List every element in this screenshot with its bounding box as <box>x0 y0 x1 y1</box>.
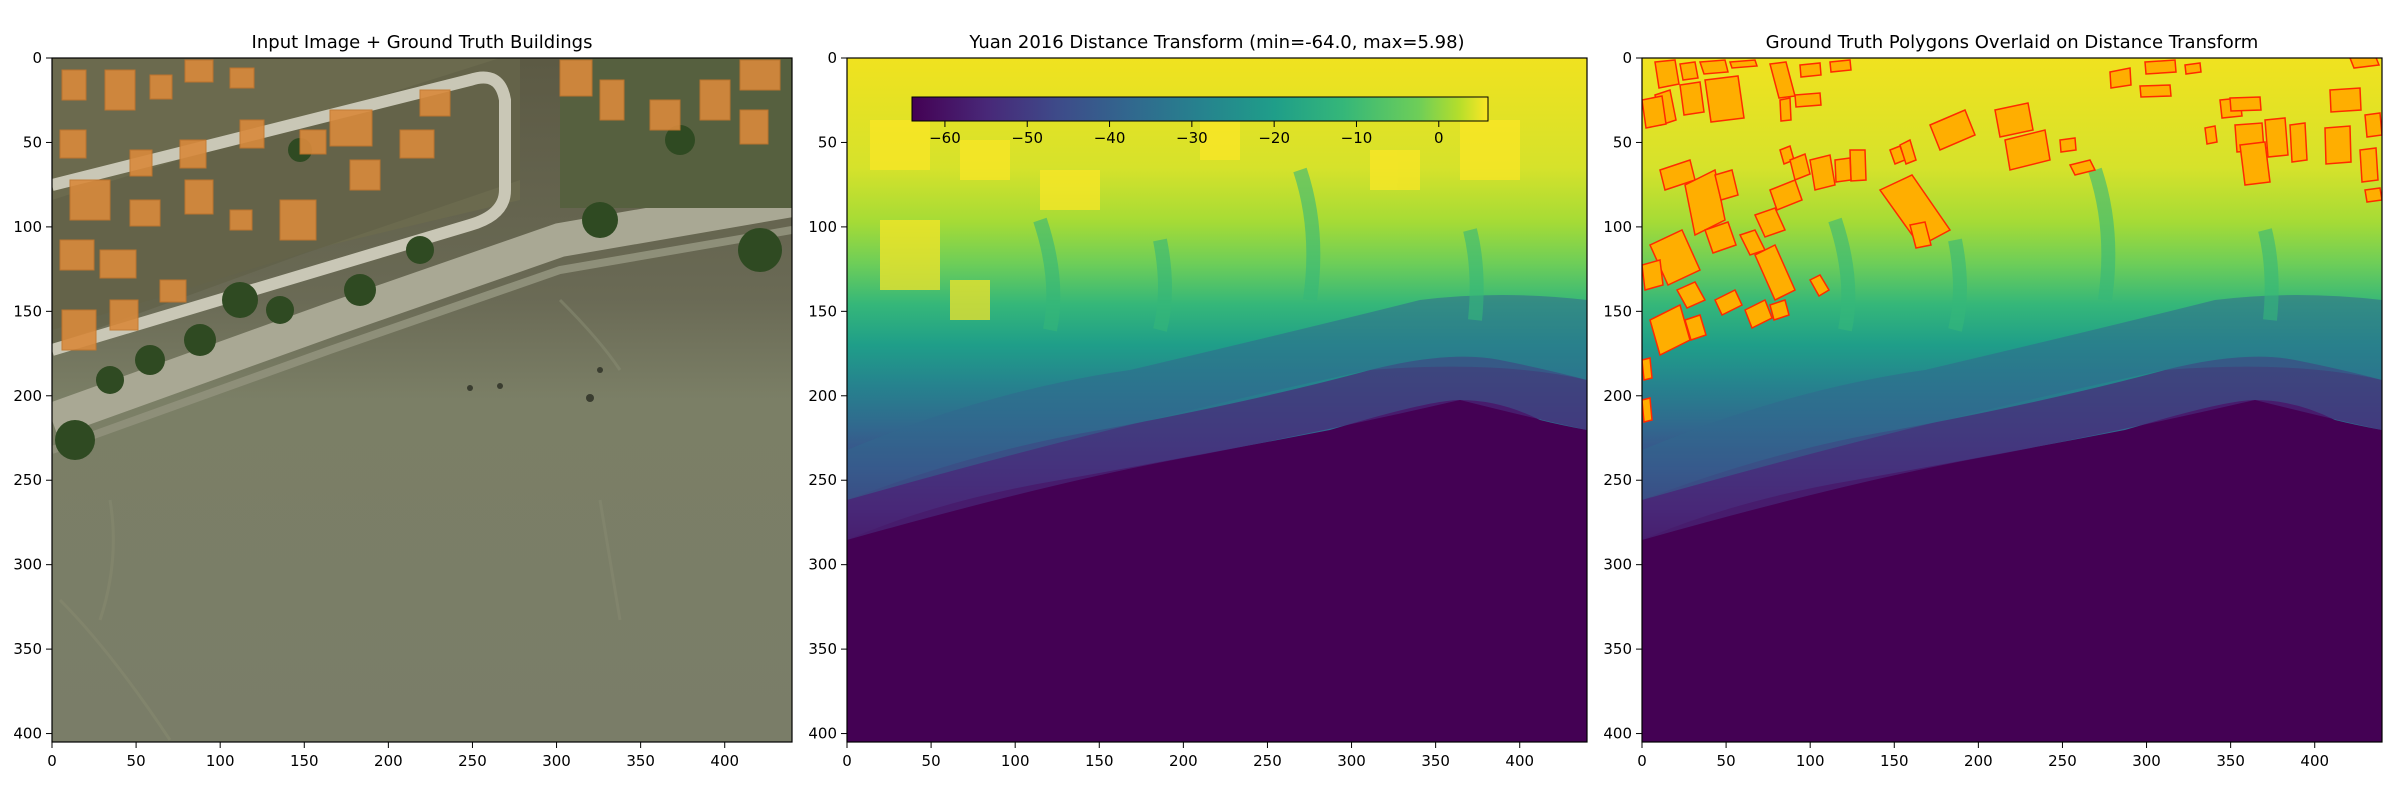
y-tick-label: 50 <box>818 133 837 151</box>
x-tick-label: 50 <box>127 752 146 770</box>
distance-heatmap <box>847 58 1587 742</box>
y-tick-label: 100 <box>808 218 837 236</box>
colorbar-tick-label: −10 <box>1341 129 1373 147</box>
panel3-axes: 0 50 100 150 200 250 300 350 400 0 50 100 150 200 250 3… <box>1603 49 2329 770</box>
y-tick-label: 200 <box>13 387 42 405</box>
panel1-title: Input Image + Ground Truth Buildings <box>252 32 593 53</box>
y-tick-label: 300 <box>13 556 42 574</box>
y-tick-label: 200 <box>808 387 837 405</box>
x-tick-label: 0 <box>47 752 57 770</box>
y-tick-label: 0 <box>1622 49 1632 67</box>
panel1-frame <box>51 57 793 743</box>
y-tick-label: 400 <box>808 725 837 743</box>
colorbar-tick-label: −50 <box>1011 129 1043 147</box>
x-tick-label: 150 <box>1880 752 1909 770</box>
y-tick-label: 300 <box>808 556 837 574</box>
colorbar-tick-label: −40 <box>1094 129 1126 147</box>
panel-ground-truth-overlay: Ground Truth Polygons Overlaid on Distan… <box>1603 32 2383 770</box>
colorbar-scale <box>911 96 1489 122</box>
y-tick-label: 350 <box>1603 640 1632 658</box>
panel3-title: Ground Truth Polygons Overlaid on Distan… <box>1766 32 2259 53</box>
panel2-axes: 0 50 100 150 200 250 300 350 400 0 50 100 150 200 250 3… <box>808 49 1534 770</box>
panel3-frame <box>1641 57 2383 743</box>
aerial-photo <box>52 58 792 742</box>
colorbar-tick-label: −20 <box>1258 129 1290 147</box>
y-tick-label: 250 <box>1603 471 1632 489</box>
y-tick-label: 150 <box>808 302 837 320</box>
y-tick-label: 200 <box>1603 387 1632 405</box>
x-tick-label: 200 <box>374 752 403 770</box>
x-tick-label: 400 <box>710 752 739 770</box>
y-tick-label: 250 <box>808 471 837 489</box>
x-tick-label: 200 <box>1169 752 1198 770</box>
y-tick-label: 50 <box>1613 133 1632 151</box>
y-tick-label: 150 <box>1603 302 1632 320</box>
overlay-heatmap <box>1642 58 2382 742</box>
building-polygons <box>1642 58 2382 423</box>
y-tick-label: 400 <box>1603 725 1632 743</box>
colorbar: −60 −50 −40 −30 −20 −10 0 <box>911 96 1489 147</box>
x-tick-label: 100 <box>1001 752 1030 770</box>
y-tick-label: 350 <box>13 640 42 658</box>
x-tick-label: 150 <box>290 752 319 770</box>
x-tick-label: 50 <box>1717 752 1736 770</box>
x-tick-label: 300 <box>2132 752 2161 770</box>
y-tick-label: 150 <box>13 302 42 320</box>
y-tick-label: 0 <box>827 49 837 67</box>
y-tick-label: 100 <box>13 218 42 236</box>
x-tick-label: 400 <box>2300 752 2329 770</box>
y-tick-label: 100 <box>1603 218 1632 236</box>
y-tick-label: 0 <box>32 49 42 67</box>
x-tick-label: 350 <box>1421 752 1450 770</box>
x-tick-label: 100 <box>1796 752 1825 770</box>
panel2-title: Yuan 2016 Distance Transform (min=-64.0,… <box>968 32 1464 53</box>
x-tick-label: 0 <box>1637 752 1647 770</box>
x-tick-label: 300 <box>1337 752 1366 770</box>
x-tick-label: 300 <box>542 752 571 770</box>
x-tick-label: 250 <box>1253 752 1282 770</box>
panel2-frame <box>846 57 1588 743</box>
x-tick-label: 250 <box>458 752 487 770</box>
x-tick-label: 400 <box>1505 752 1534 770</box>
x-tick-label: 150 <box>1085 752 1114 770</box>
y-tick-label: 300 <box>1603 556 1632 574</box>
y-tick-label: 400 <box>13 725 42 743</box>
colorbar-ticks: −60 −50 −40 −30 −20 −10 0 <box>929 121 1444 147</box>
colorbar-tick-label: −30 <box>1176 129 1208 147</box>
panel1-axes: 0 50 100 150 200 250 300 350 400 0 50 100 150 200 250 3… <box>13 49 739 770</box>
x-tick-label: 250 <box>2048 752 2077 770</box>
y-tick-label: 250 <box>13 471 42 489</box>
x-tick-label: 350 <box>2216 752 2245 770</box>
colorbar-tick-label: 0 <box>1434 129 1444 147</box>
x-tick-label: 50 <box>922 752 941 770</box>
y-tick-label: 350 <box>808 640 837 658</box>
panel-input-image: Input Image + Ground Truth Buildings <box>13 32 793 770</box>
colorbar-tick-label: −60 <box>929 129 961 147</box>
panel-distance-transform: Yuan 2016 Distance Transform (min=-64.0,… <box>808 32 1588 770</box>
x-tick-label: 350 <box>626 752 655 770</box>
x-tick-label: 100 <box>206 752 235 770</box>
y-tick-label: 50 <box>23 133 42 151</box>
x-tick-label: 0 <box>842 752 852 770</box>
x-tick-label: 200 <box>1964 752 1993 770</box>
